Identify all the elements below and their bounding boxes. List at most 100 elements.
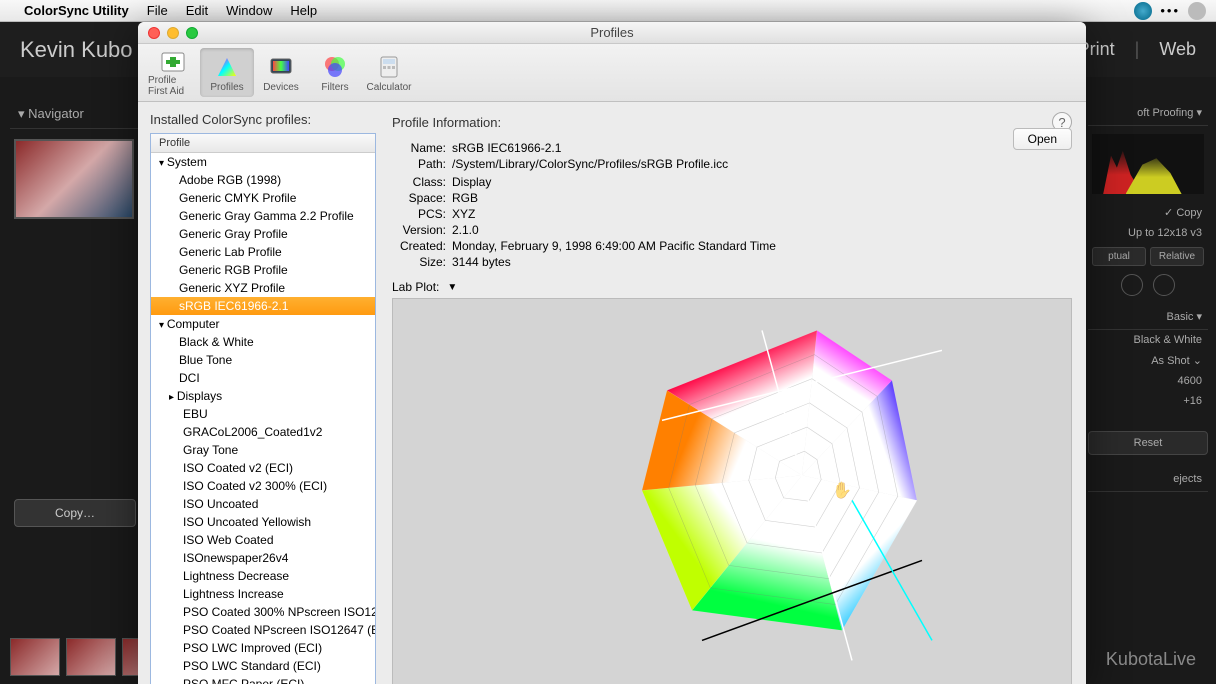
profile-item[interactable]: ISO Coated v2 300% (ECI) bbox=[151, 477, 375, 495]
lab-plot-dropdown-icon[interactable]: ▼ bbox=[447, 282, 457, 293]
lr-softproof-header[interactable]: oft Proofing ▾ bbox=[1088, 100, 1208, 126]
tb-devices[interactable]: Devices bbox=[254, 48, 308, 97]
open-button[interactable]: Open bbox=[1013, 128, 1072, 150]
lr-right-panel: oft Proofing ▾ ✓ Copy Up to 12x18 v3 ptu… bbox=[1088, 100, 1208, 492]
menu-app[interactable]: ColorSync Utility bbox=[24, 3, 129, 18]
profile-item[interactable]: GRACoL2006_Coated1v2 bbox=[151, 423, 375, 441]
profile-item[interactable]: PSO LWC Standard (ECI) bbox=[151, 657, 375, 675]
profile-item[interactable]: Generic Lab Profile bbox=[151, 243, 375, 261]
lr-tint: +16 bbox=[1088, 391, 1208, 411]
status-icon-2[interactable] bbox=[1188, 2, 1206, 20]
menu-window[interactable]: Window bbox=[226, 3, 272, 18]
profile-item[interactable]: Gray Tone bbox=[151, 441, 375, 459]
lr-basic-header[interactable]: Basic ▾ bbox=[1088, 304, 1208, 330]
info-label: PCS: bbox=[392, 207, 452, 221]
profile-item[interactable]: Generic Gray Gamma 2.2 Profile bbox=[151, 207, 375, 225]
window-titlebar[interactable]: Profiles bbox=[138, 22, 1086, 44]
lr-reset-button[interactable]: Reset bbox=[1088, 431, 1208, 455]
lr-nav-thumb[interactable] bbox=[14, 139, 134, 219]
lr-rejects-header[interactable]: ejects bbox=[1088, 467, 1208, 492]
lr-bw[interactable]: Black & White bbox=[1088, 330, 1208, 350]
profile-item[interactable]: PSO LWC Improved (ECI) bbox=[151, 639, 375, 657]
first-aid-icon bbox=[158, 49, 188, 75]
lr-copy-button[interactable]: Copy… bbox=[14, 499, 136, 527]
status-icon[interactable] bbox=[1134, 2, 1152, 20]
profile-item[interactable]: PSO MFC Paper (ECI) bbox=[151, 675, 375, 684]
profile-item[interactable]: PSO Coated 300% NPscreen ISO1264 bbox=[151, 603, 375, 621]
info-label: Created: bbox=[392, 239, 452, 253]
info-label: Space: bbox=[392, 191, 452, 205]
profile-item[interactable]: Generic XYZ Profile bbox=[151, 279, 375, 297]
mac-menubar: ColorSync Utility File Edit Window Help … bbox=[0, 0, 1216, 22]
info-grid: Name:sRGB IEC61966-2.1Path:/System/Libra… bbox=[392, 140, 1072, 270]
right-title: Profile Information: bbox=[392, 115, 501, 130]
tb-calculator[interactable]: Calculator bbox=[362, 48, 416, 97]
profile-item[interactable]: Lightness Increase bbox=[151, 585, 375, 603]
profile-item[interactable]: ISO Uncoated bbox=[151, 495, 375, 513]
lr-intent-perceptual[interactable]: ptual bbox=[1092, 247, 1146, 266]
window-toolbar: Profile First Aid Profiles Devices Filte… bbox=[138, 44, 1086, 102]
status-dots[interactable]: ••• bbox=[1160, 3, 1180, 18]
colorsync-window: Profiles Profile First Aid Profiles Devi… bbox=[138, 22, 1086, 684]
lr-paper[interactable]: Up to 12x18 v3 bbox=[1088, 223, 1208, 243]
lr-left-panel: ▾ Navigator Copy… bbox=[10, 100, 140, 527]
profile-item[interactable]: PSO Coated NPscreen ISO12647 (ECI bbox=[151, 621, 375, 639]
watermark: KubotaLive bbox=[1106, 649, 1196, 670]
profile-item[interactable]: Black & White bbox=[151, 333, 375, 351]
menu-file[interactable]: File bbox=[147, 3, 168, 18]
lr-after-icon[interactable] bbox=[1153, 274, 1175, 296]
menu-help[interactable]: Help bbox=[290, 3, 317, 18]
profile-item[interactable]: ISO Uncoated Yellowish bbox=[151, 513, 375, 531]
lr-intent-relative[interactable]: Relative bbox=[1150, 247, 1204, 266]
window-title: Profiles bbox=[138, 25, 1086, 40]
profile-group[interactable]: Displays bbox=[151, 387, 375, 405]
tb-filters[interactable]: Filters bbox=[308, 48, 362, 97]
calculator-icon bbox=[374, 52, 404, 82]
left-title: Installed ColorSync profiles: bbox=[150, 112, 376, 127]
profile-item[interactable]: ISOnewspaper26v4 bbox=[151, 549, 375, 567]
profile-list-panel: Installed ColorSync profiles: Profile Sy… bbox=[138, 102, 384, 684]
profile-item[interactable]: Generic RGB Profile bbox=[151, 261, 375, 279]
info-label: Path: bbox=[392, 157, 452, 171]
info-value: 2.1.0 bbox=[452, 223, 1072, 237]
lr-module-web[interactable]: Web bbox=[1159, 39, 1196, 60]
lr-temp: 4600 bbox=[1088, 371, 1208, 391]
gamut-3d-plot[interactable]: ✋ bbox=[522, 300, 942, 680]
profile-item[interactable]: Lightness Decrease bbox=[151, 567, 375, 585]
profile-list[interactable]: Profile SystemAdobe RGB (1998)Generic CM… bbox=[150, 133, 376, 684]
profile-item[interactable]: sRGB IEC61966-2.1 bbox=[151, 297, 375, 315]
lr-wb[interactable]: As Shot ⌄ bbox=[1088, 350, 1208, 371]
lr-copy-text[interactable]: ✓ Copy bbox=[1088, 202, 1208, 223]
info-value: /System/Library/ColorSync/Profiles/sRGB … bbox=[452, 157, 1072, 171]
profile-item[interactable]: DCI bbox=[151, 369, 375, 387]
profiles-icon bbox=[212, 52, 242, 82]
profile-group[interactable]: Computer bbox=[151, 315, 375, 333]
menu-edit[interactable]: Edit bbox=[186, 3, 208, 18]
info-label: Name: bbox=[392, 141, 452, 155]
filmstrip-thumb[interactable] bbox=[66, 638, 116, 676]
profile-item[interactable]: EBU bbox=[151, 405, 375, 423]
profile-item[interactable]: Generic Gray Profile bbox=[151, 225, 375, 243]
info-value: sRGB IEC61966-2.1 bbox=[452, 141, 1072, 155]
lr-navigator-header[interactable]: ▾ Navigator bbox=[10, 100, 140, 129]
info-value: RGB bbox=[452, 191, 1072, 205]
filters-icon bbox=[320, 52, 350, 82]
tb-profiles[interactable]: Profiles bbox=[200, 48, 254, 97]
lab-plot-area[interactable]: ✋ bbox=[392, 298, 1072, 684]
info-value: 3144 bytes bbox=[452, 255, 1072, 269]
profile-item[interactable]: ISO Web Coated bbox=[151, 531, 375, 549]
info-value: Display bbox=[452, 175, 1072, 189]
info-label: Size: bbox=[392, 255, 452, 269]
list-header[interactable]: Profile bbox=[151, 134, 375, 153]
filmstrip-thumb[interactable] bbox=[10, 638, 60, 676]
info-value: XYZ bbox=[452, 207, 1072, 221]
profile-group[interactable]: System bbox=[151, 153, 375, 171]
devices-icon bbox=[266, 52, 296, 82]
profile-item[interactable]: Generic CMYK Profile bbox=[151, 189, 375, 207]
profile-item[interactable]: ISO Coated v2 (ECI) bbox=[151, 459, 375, 477]
profile-item[interactable]: Adobe RGB (1998) bbox=[151, 171, 375, 189]
tb-profile-first-aid[interactable]: Profile First Aid bbox=[146, 48, 200, 97]
lr-before-icon[interactable] bbox=[1121, 274, 1143, 296]
profile-item[interactable]: Blue Tone bbox=[151, 351, 375, 369]
info-label: Version: bbox=[392, 223, 452, 237]
